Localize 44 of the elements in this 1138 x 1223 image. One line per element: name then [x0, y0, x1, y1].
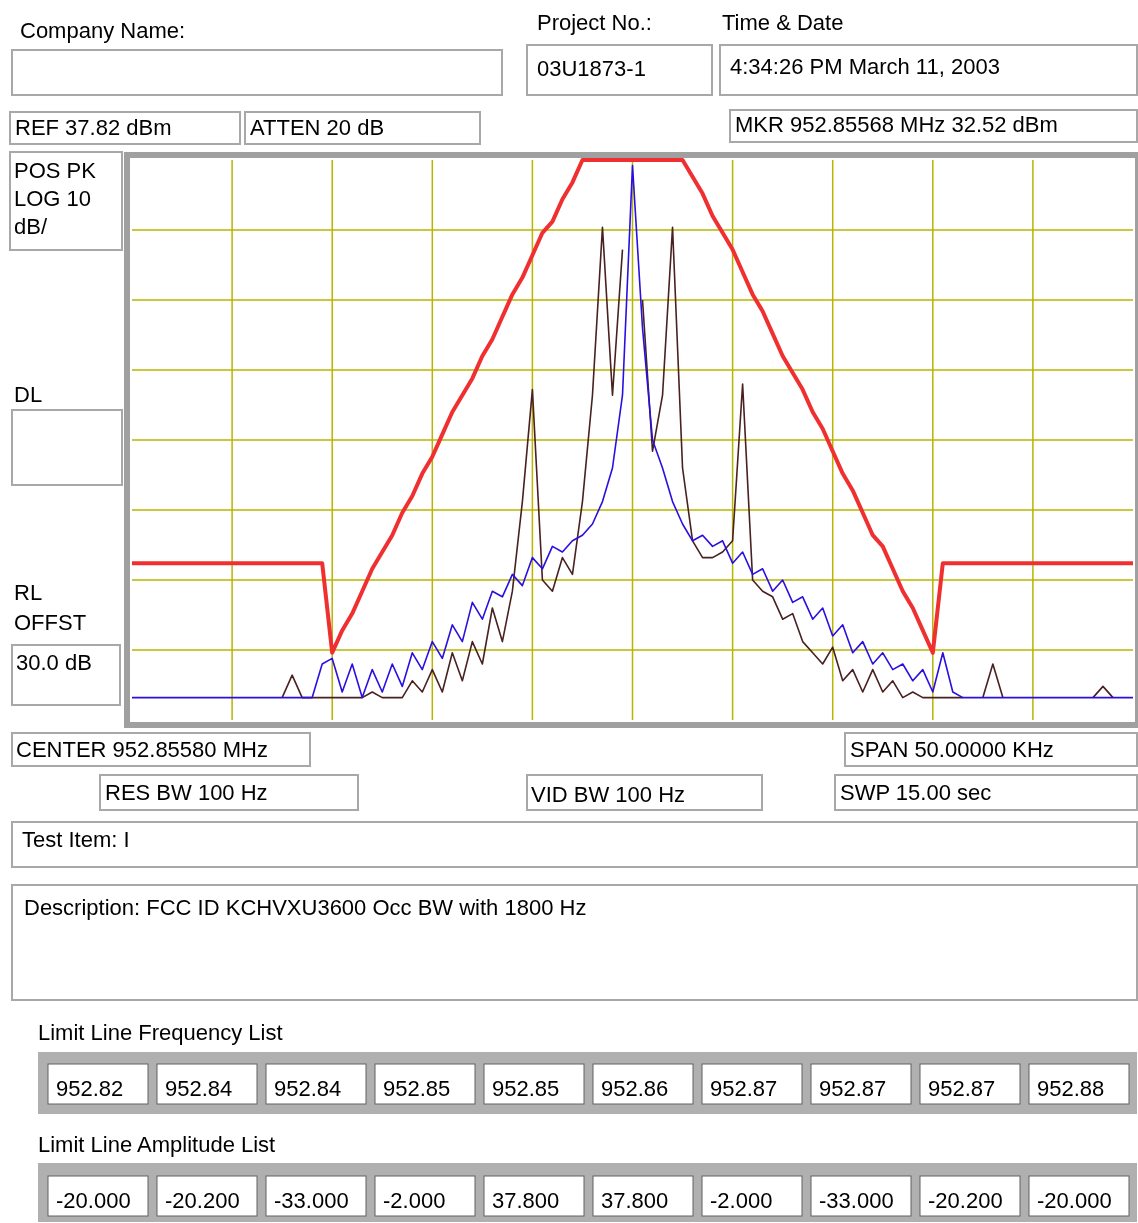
text: 952.88	[1037, 1076, 1105, 1101]
text: -33.000	[819, 1188, 894, 1213]
text: SWP 15.00 sec	[840, 780, 992, 805]
text: dB/	[14, 214, 48, 239]
text: 952.87	[710, 1076, 778, 1101]
text: 03U1873-1	[537, 56, 646, 81]
text: 952.86	[601, 1076, 669, 1101]
text: DL	[14, 382, 43, 407]
text: 952.85	[383, 1076, 451, 1101]
text: 37.800	[492, 1188, 560, 1213]
text: 952.84	[165, 1076, 233, 1101]
text: RES BW 100 Hz	[105, 780, 268, 805]
text: 952.82	[56, 1076, 124, 1101]
text: LOG 10	[14, 186, 92, 211]
text: 30.0 dB	[16, 650, 92, 675]
text: Company Name:	[20, 18, 186, 43]
text: -2.000	[710, 1188, 773, 1213]
text: CENTER 952.85580 MHz	[16, 737, 268, 762]
text: Test Item: I	[22, 827, 130, 852]
text: 952.84	[274, 1076, 342, 1101]
text: 4:34:26 PM March 11, 2003	[730, 54, 1000, 79]
text: -20.200	[928, 1188, 1003, 1213]
text: -20.200	[165, 1188, 240, 1213]
text: POS PK	[14, 158, 97, 183]
text: RL	[14, 580, 43, 605]
text: Project No.:	[537, 10, 652, 35]
text: 952.87	[928, 1076, 996, 1101]
text: 37.800	[601, 1188, 669, 1213]
text: Limit Line Amplitude List	[38, 1132, 276, 1157]
text: -2.000	[383, 1188, 446, 1213]
text: MKR 952.85568 MHz 32.52 dBm	[735, 112, 1058, 137]
text: VID BW 100 Hz	[531, 782, 686, 807]
text: Description: FCC ID KCHVXU3600 Occ BW with 1800 Hz	[24, 895, 587, 920]
text: -33.000	[274, 1188, 349, 1213]
text: SPAN 50.00000 KHz	[850, 737, 1054, 762]
text: OFFST	[14, 610, 87, 635]
text: -20.000	[56, 1188, 131, 1213]
text: -20.000	[1037, 1188, 1112, 1213]
text: 952.87	[819, 1076, 887, 1101]
text: REF 37.82 dBm	[15, 115, 172, 140]
text: ATTEN 20 dB	[250, 115, 385, 140]
text: Limit Line Frequency List	[38, 1020, 283, 1045]
text: Time & Date	[722, 10, 844, 35]
text: 952.85	[492, 1076, 560, 1101]
